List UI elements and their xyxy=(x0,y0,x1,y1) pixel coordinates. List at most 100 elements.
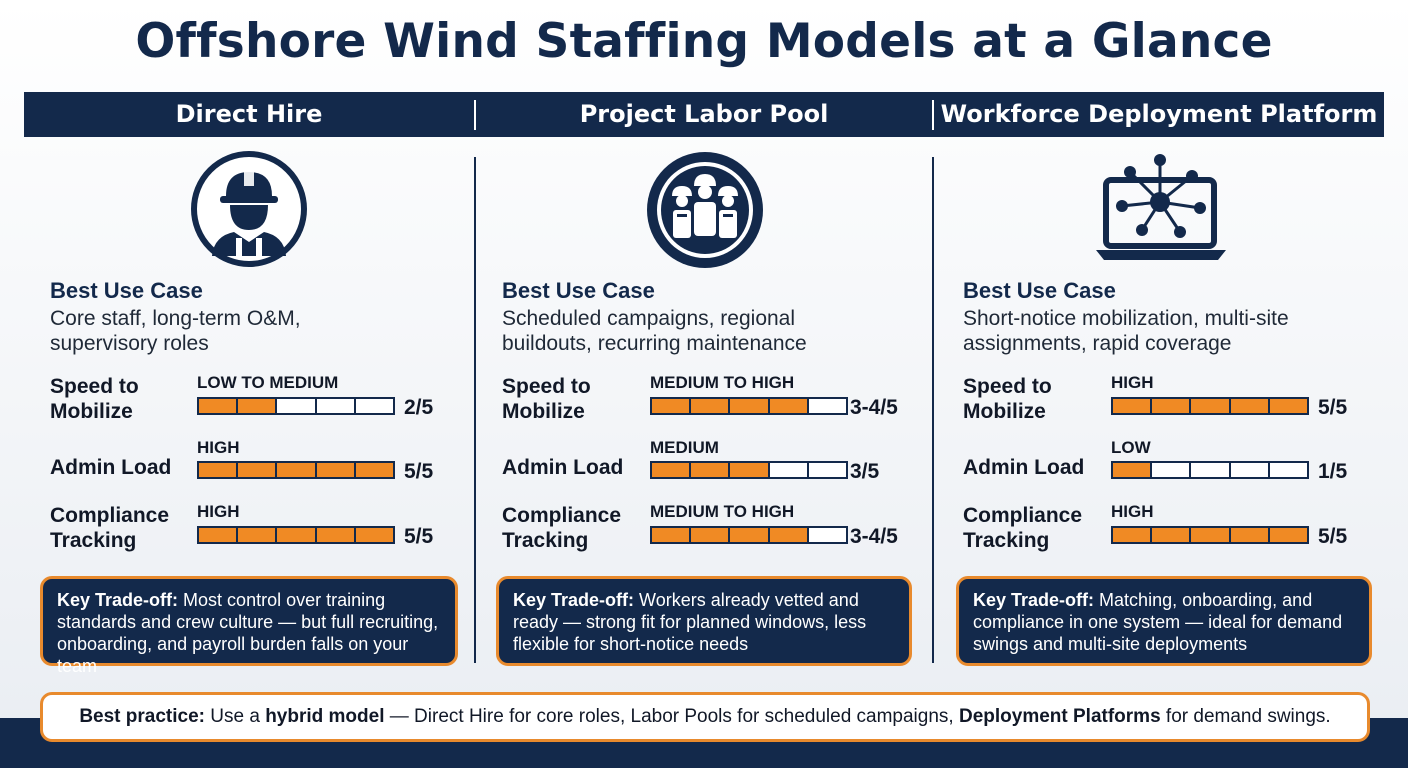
rating-segment xyxy=(730,463,770,477)
rating-segment xyxy=(238,463,278,477)
key-tradeoff-text: Most control over training standards and… xyxy=(57,590,439,676)
compliance-score: 3-4/5 xyxy=(850,525,898,548)
key-tradeoff-text: Matching, onboarding, and compliance in … xyxy=(973,590,1343,654)
admin-rating-bar xyxy=(1111,461,1309,479)
key-tradeoff-text: Workers already vetted and ready — stron… xyxy=(513,590,867,654)
rating-segment xyxy=(691,399,731,413)
compliance-level: HIGH xyxy=(1111,502,1154,521)
best-use-case-text: Core staff, long-term O&M, supervisory r… xyxy=(50,307,301,355)
admin-score: 3/5 xyxy=(850,460,880,483)
laptop-network-icon xyxy=(1094,152,1228,269)
header-divider xyxy=(932,100,934,130)
rating-segment xyxy=(355,463,394,477)
speed-score: 5/5 xyxy=(1318,396,1348,419)
rating-segment xyxy=(809,528,846,542)
rating-segment xyxy=(1191,463,1231,477)
rating-segment xyxy=(652,399,692,413)
rating-segment xyxy=(1191,528,1231,542)
key-tradeoff-box: Key Trade-off: Workers already vetted an… xyxy=(496,576,912,666)
compliance-level: HIGH xyxy=(197,502,240,521)
admin-level: HIGH xyxy=(197,438,240,457)
rating-segment xyxy=(1152,463,1192,477)
best-use-case-title: Best Use Case xyxy=(502,278,655,303)
rating-segment xyxy=(1269,399,1308,413)
key-tradeoff-label: Key Trade-off: xyxy=(513,590,635,610)
column-header-direct-hire: Direct Hire xyxy=(175,100,323,128)
rating-segment xyxy=(769,399,809,413)
rating-segment xyxy=(652,463,692,477)
best-use-case-text: Scheduled campaigns, regional buildouts,… xyxy=(502,307,807,355)
rating-segment xyxy=(238,399,278,413)
rating-segment xyxy=(1113,463,1153,477)
speed-score: 3-4/5 xyxy=(850,396,898,419)
admin-load-label: Admin Load xyxy=(50,456,172,479)
rating-segment xyxy=(316,463,356,477)
rating-segment xyxy=(1231,463,1270,477)
key-tradeoff-box: Key Trade-off: Matching, onboarding, and… xyxy=(956,576,1372,666)
admin-score: 1/5 xyxy=(1318,460,1348,483)
speed-level: LOW TO MEDIUM xyxy=(197,373,339,392)
rating-segment xyxy=(1113,528,1153,542)
rating-segment xyxy=(1152,528,1192,542)
column-header-bar: Direct Hire Project Labor Pool Workforce… xyxy=(24,92,1384,137)
rating-segment xyxy=(238,528,278,542)
admin-level: LOW xyxy=(1111,438,1151,457)
speed-level: MEDIUM TO HIGH xyxy=(650,373,795,392)
best-practice-box: Best practice: Use a hybrid model — Dire… xyxy=(40,692,1370,742)
speed-label: Speed to Mobilize xyxy=(50,375,139,423)
column-divider xyxy=(932,157,934,663)
compliance-rating-bar xyxy=(650,526,848,544)
rating-segment xyxy=(1270,463,1307,477)
admin-score: 5/5 xyxy=(404,460,434,483)
rating-segment xyxy=(770,463,809,477)
rating-segment xyxy=(1191,399,1231,413)
rating-segment xyxy=(316,528,356,542)
rating-segment xyxy=(652,528,692,542)
rating-segment xyxy=(730,399,770,413)
compliance-label: Compliance Tracking xyxy=(50,504,170,552)
compliance-rating-bar xyxy=(197,526,395,544)
key-tradeoff-box: Key Trade-off: Most control over trainin… xyxy=(40,576,458,676)
rating-segment xyxy=(317,399,356,413)
best-practice-text-1: Use a xyxy=(210,706,260,727)
rating-segment xyxy=(277,399,317,413)
column-divider xyxy=(474,157,476,663)
admin-rating-bar xyxy=(650,461,848,479)
column-header-platform: Workforce Deployment Platform xyxy=(940,100,1378,128)
rating-segment xyxy=(199,463,239,477)
rating-segment xyxy=(1113,399,1153,413)
rating-segment xyxy=(809,463,846,477)
admin-rating-bar xyxy=(197,461,395,479)
compliance-label: Compliance Tracking xyxy=(963,504,1083,552)
rating-segment xyxy=(1230,399,1270,413)
admin-load-label: Admin Load xyxy=(963,456,1085,479)
best-use-case-title: Best Use Case xyxy=(963,278,1116,303)
speed-score: 2/5 xyxy=(404,396,434,419)
key-tradeoff-label: Key Trade-off: xyxy=(973,590,1095,610)
compliance-label: Compliance Tracking xyxy=(502,504,622,552)
rating-segment xyxy=(691,528,731,542)
best-practice-platforms: Deployment Platforms xyxy=(958,706,1161,727)
page-title: Offshore Wind Staffing Models at a Glanc… xyxy=(135,14,1273,69)
hardhat-worker-icon xyxy=(190,150,308,273)
admin-load-label: Admin Load xyxy=(502,456,624,479)
rating-segment xyxy=(277,528,317,542)
speed-label: Speed to Mobilize xyxy=(502,375,591,423)
rating-segment xyxy=(1269,528,1308,542)
best-practice-label: Best practice: xyxy=(79,706,205,727)
compliance-rating-bar xyxy=(1111,526,1309,544)
compliance-level: MEDIUM TO HIGH xyxy=(650,502,795,521)
rating-segment xyxy=(1152,399,1192,413)
rating-segment xyxy=(691,463,731,477)
rating-segment xyxy=(356,399,393,413)
compliance-score: 5/5 xyxy=(1318,525,1348,548)
rating-segment xyxy=(277,463,317,477)
best-practice-text-2: — Direct Hire for core roles, Labor Pool… xyxy=(389,706,954,727)
rating-segment xyxy=(199,399,239,413)
best-practice-hybrid: hybrid model xyxy=(265,706,385,727)
rating-segment xyxy=(355,528,394,542)
speed-label: Speed to Mobilize xyxy=(963,375,1052,423)
speed-rating-bar xyxy=(650,397,848,415)
speed-rating-bar xyxy=(197,397,395,415)
column-header-labor-pool: Project Labor Pool xyxy=(579,100,829,128)
